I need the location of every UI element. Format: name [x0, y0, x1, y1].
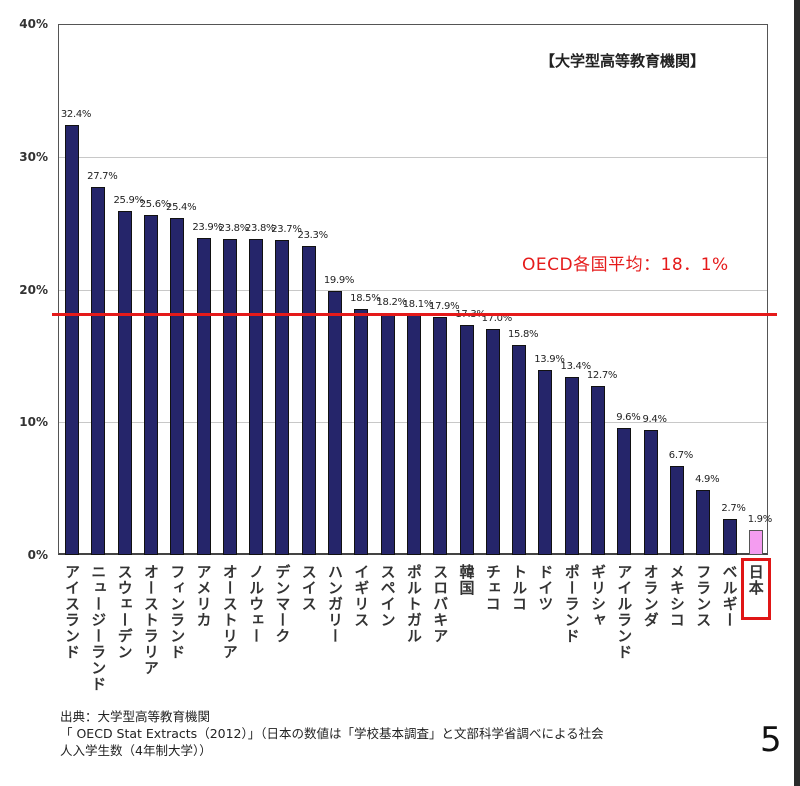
bar [538, 370, 553, 555]
x-category-label: ハンガリー [326, 564, 344, 644]
x-category-label: 韓国 [457, 564, 476, 596]
bar [196, 237, 211, 555]
page-number: 5 [760, 720, 782, 760]
value-label: 23.3% [297, 229, 329, 241]
x-category-label: ニュージーランド [89, 564, 108, 692]
value-label: 18.2% [376, 297, 407, 309]
value-label: 23.8% [218, 223, 250, 235]
oecd-average-line [52, 313, 777, 317]
x-category-label: ポルトガル [404, 564, 423, 644]
value-label: 18.5% [350, 293, 381, 305]
x-category-label: オーストリア [220, 564, 239, 660]
y-tick-label: 0% [27, 548, 48, 562]
value-label: 9.4% [642, 414, 667, 426]
bar [249, 239, 264, 555]
bar [222, 239, 237, 555]
value-label: 18.1% [402, 298, 434, 310]
x-category-label: デンマーク [273, 564, 292, 644]
x-category-label: ベルギー [720, 564, 739, 628]
bar [696, 489, 711, 555]
x-category-label: メキシコ [667, 564, 686, 628]
x-category-label: フランス [694, 564, 713, 628]
bar [406, 314, 421, 555]
x-category-label: アメリカ [194, 564, 213, 628]
x-category-label: ノルウェー [247, 564, 266, 644]
x-category-label: ポーランド [562, 564, 581, 644]
bar [643, 430, 658, 555]
x-category-label: アイルランド [615, 564, 634, 660]
source-line-2: 「 OECD Stat Extracts（2012）」（日本の数値は「学校基本調… [60, 726, 604, 741]
x-category-label: スペイン [378, 564, 397, 628]
value-label: 23.7% [271, 224, 302, 236]
source-note: 出典：大学型高等教育機関 「 OECD Stat Extracts（2012）」… [60, 708, 604, 759]
bar [143, 215, 158, 555]
x-category-label: 日本 [746, 564, 765, 596]
value-label: 23.8% [244, 223, 276, 235]
y-tick-label: 30% [19, 149, 48, 164]
bar [328, 290, 342, 555]
x-category-label: スウェーデン [115, 564, 134, 660]
value-label: 15.8% [507, 329, 539, 341]
x-category-label: ドイツ [536, 564, 555, 612]
y-tick-label: 40% [19, 17, 48, 31]
value-label: 25.9% [113, 195, 144, 207]
bar [617, 427, 632, 555]
gridline [59, 289, 767, 291]
bar [301, 245, 316, 555]
x-category-label: オーストラリア [141, 564, 160, 676]
value-label: 17.9% [429, 301, 460, 313]
bar [591, 386, 605, 555]
value-label: 25.4% [166, 201, 197, 213]
bar [380, 313, 395, 555]
value-label: 12.7% [586, 370, 618, 382]
y-tick-label: 10% [19, 415, 48, 430]
x-category-label: アイスランド [63, 564, 81, 660]
bar [117, 211, 132, 555]
japan-highlight-box [741, 558, 771, 620]
value-label: 32.4% [60, 108, 92, 120]
y-tick-label: 20% [19, 282, 48, 297]
value-label: 1.9% [747, 513, 773, 525]
x-category-label: フィンランド [168, 564, 187, 660]
x-category-label: ギリシャ [589, 564, 607, 628]
x-category-label: スイス [299, 564, 318, 612]
chart-title: 【大学型高等教育機関】 [540, 52, 706, 70]
bar [512, 345, 527, 555]
x-category-label: イギリス [352, 564, 371, 628]
value-label: 19.9% [323, 274, 355, 286]
source-line-3: 人入学生数（4年制大学）） [60, 743, 212, 758]
value-label: 23.9% [192, 221, 223, 233]
value-label: 13.4% [560, 361, 592, 373]
bar [433, 317, 448, 555]
value-label: 6.7% [668, 450, 694, 462]
x-category-label: チェコ [483, 564, 502, 612]
bar [459, 325, 474, 555]
slide-edge [794, 0, 800, 786]
value-label: 4.9% [695, 473, 720, 485]
gridline [59, 156, 767, 158]
source-line-1: 出典：大学型高等教育機関 [60, 709, 211, 724]
value-label: 13.9% [534, 354, 565, 366]
bar [564, 377, 579, 555]
x-category-label: オランダ [641, 564, 660, 628]
value-label: 17.0% [481, 313, 513, 325]
value-label: 9.6% [616, 411, 641, 423]
bar [669, 466, 684, 555]
bar [170, 217, 185, 555]
value-label: 27.7% [87, 171, 118, 183]
value-label: 2.7% [721, 503, 746, 515]
value-label: 25.6% [139, 199, 171, 211]
bar [275, 240, 290, 555]
bar [91, 187, 106, 555]
bar [748, 529, 763, 555]
bar [354, 309, 369, 555]
oecd-average-label: OECD各国平均：18．1% [522, 255, 729, 275]
bar [485, 329, 500, 555]
x-category-label: トルコ [510, 564, 529, 612]
x-category-label: スロバキア [431, 564, 450, 644]
bar [722, 519, 737, 555]
bar [65, 124, 79, 555]
